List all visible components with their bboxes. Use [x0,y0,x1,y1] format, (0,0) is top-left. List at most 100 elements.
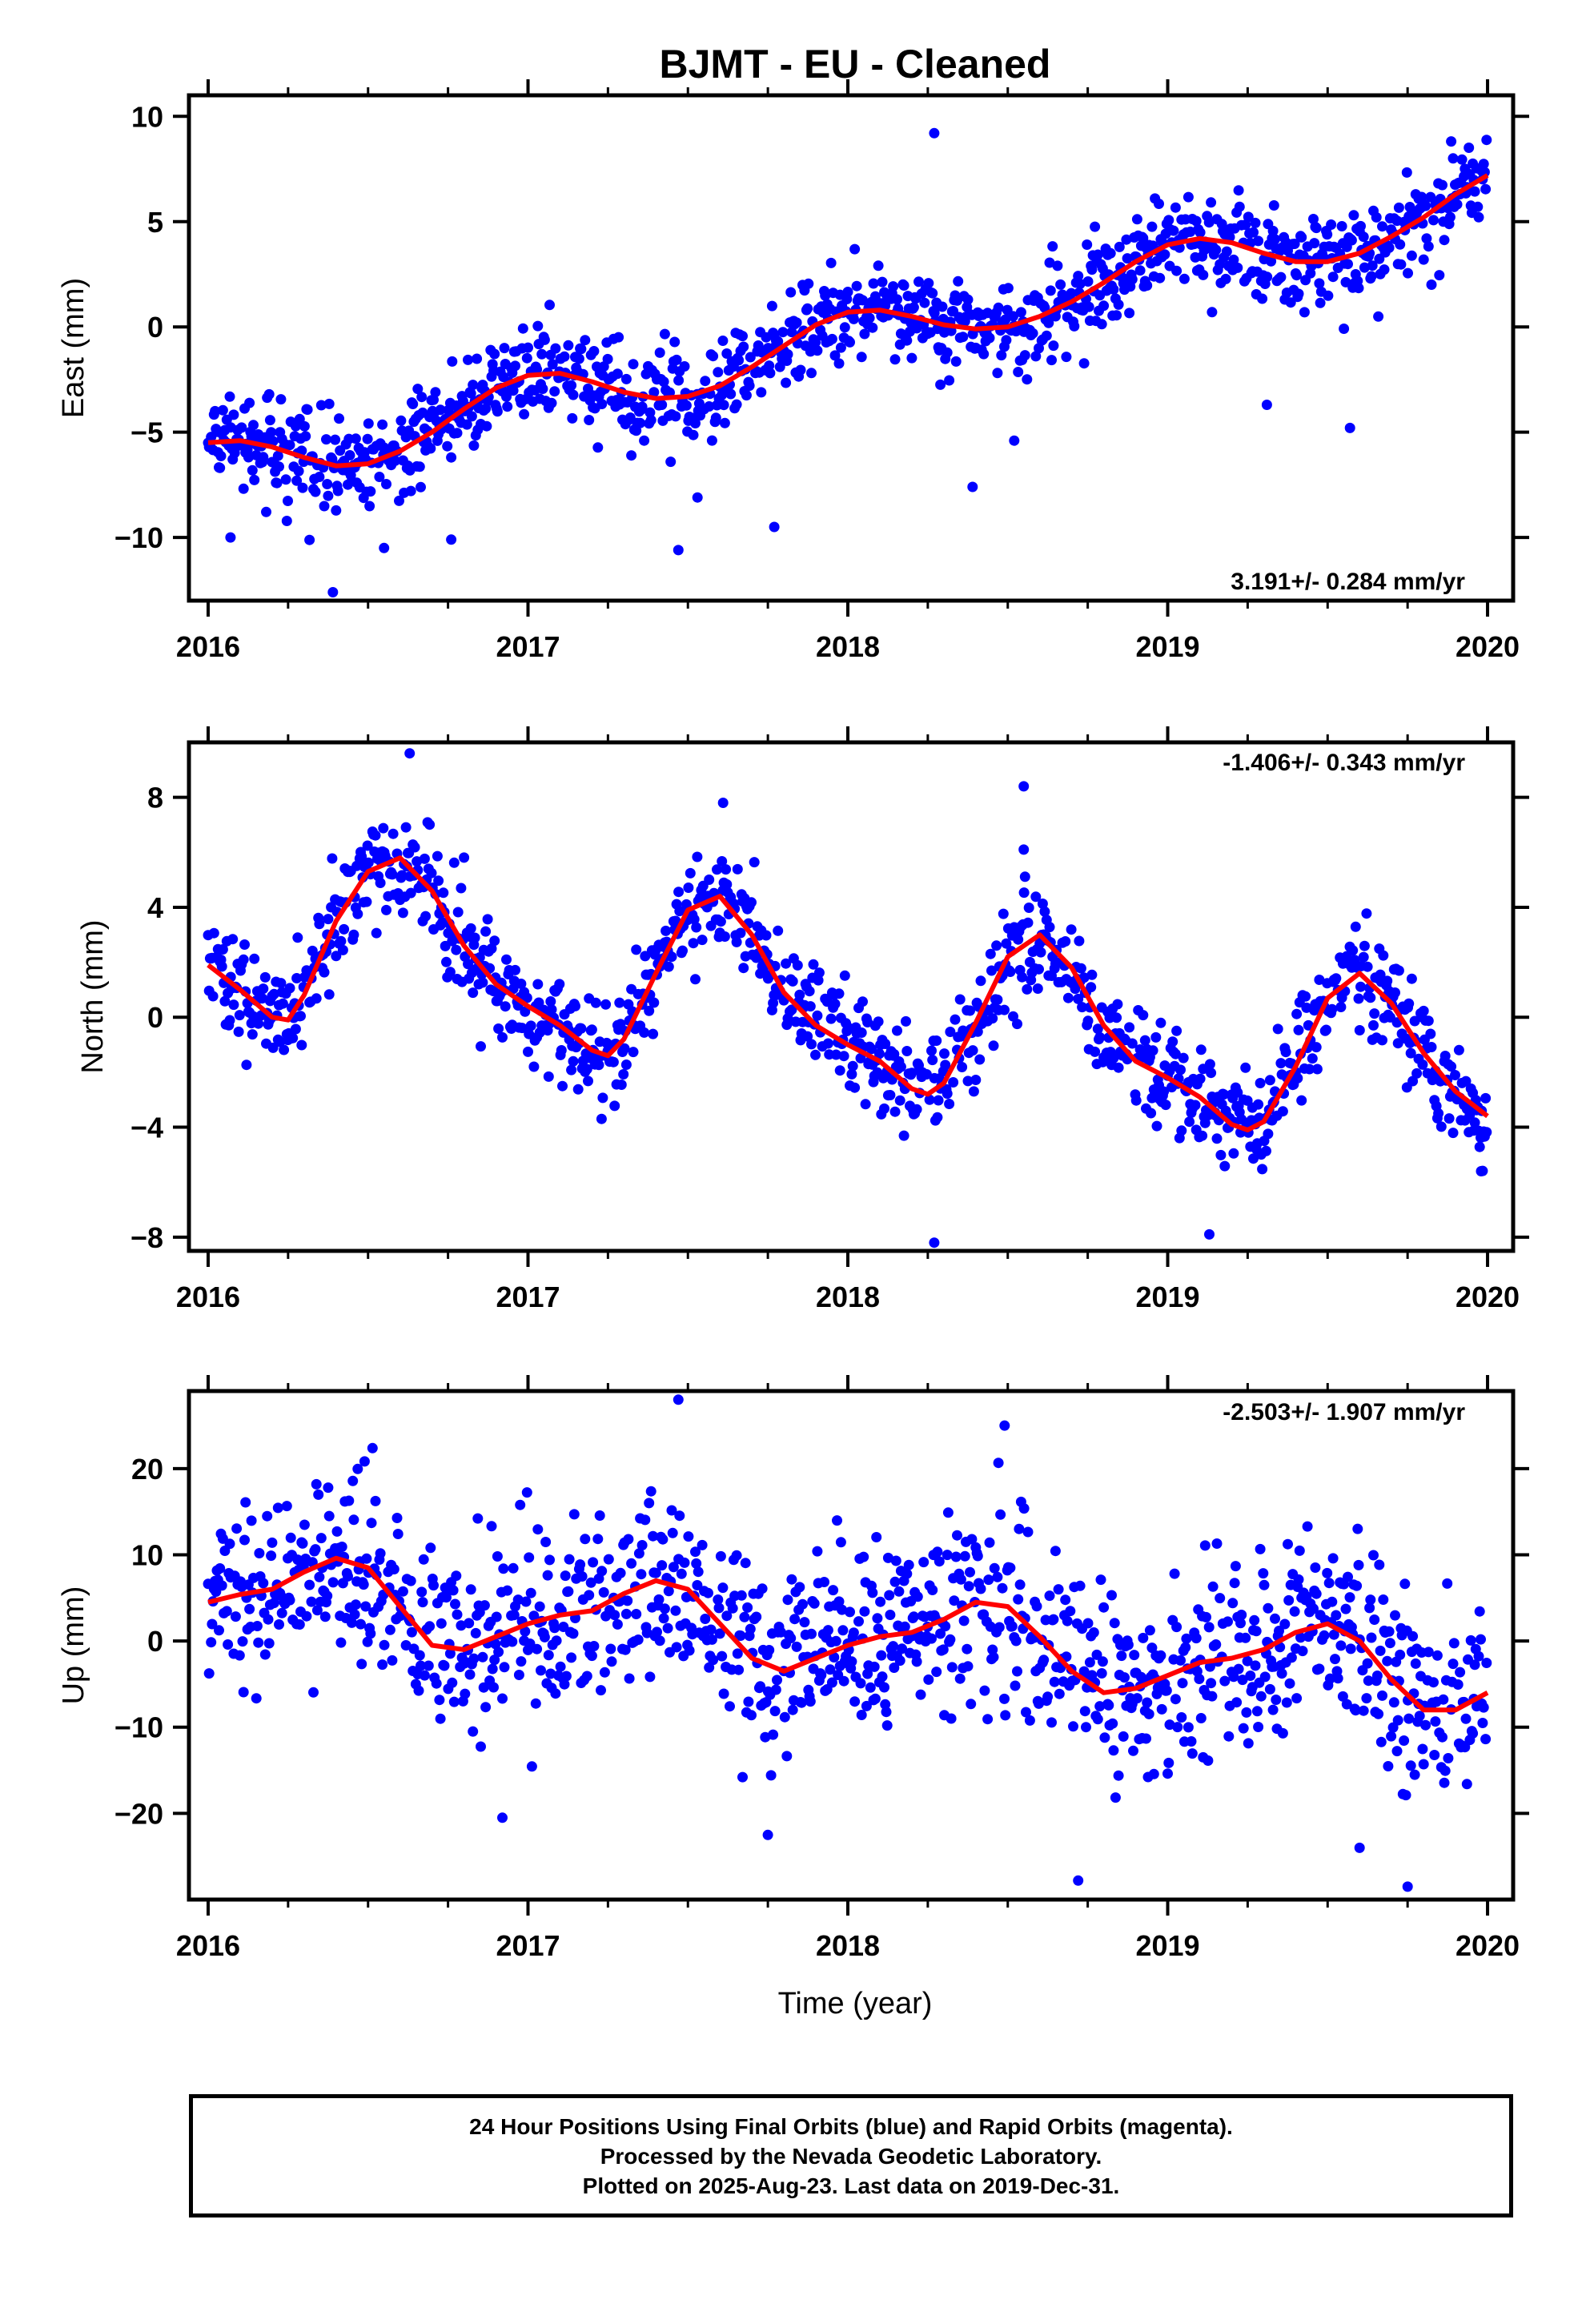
data-point [251,1621,263,1631]
data-point [1126,274,1138,285]
data-point [999,1693,1010,1704]
data-point [622,1595,633,1606]
data-point [834,1065,845,1076]
data-point [236,422,247,433]
data-point [992,1571,1003,1582]
data-point [1241,1707,1252,1718]
data-point [1194,1674,1205,1684]
data-point [718,1688,729,1699]
data-point [775,1626,786,1638]
data-point [1126,1038,1138,1049]
data-point [1358,231,1369,243]
data-point [262,1510,273,1522]
data-point [820,290,831,301]
data-point [261,506,271,517]
data-point [375,1548,386,1559]
data-point [1358,951,1369,963]
data-point [957,1062,968,1072]
data-point [1015,307,1026,318]
data-point [292,932,303,943]
velocity-label: -1.406+/- 0.343 mm/yr [1223,750,1465,776]
data-point [581,1671,592,1682]
data-point [418,1554,429,1565]
data-point [718,400,729,411]
data-point [751,1611,762,1622]
data-point [1155,1017,1166,1028]
data-point [721,348,733,359]
data-point [1030,351,1042,362]
data-point [1481,1127,1492,1138]
data-point [381,904,391,915]
data-point [1345,1643,1356,1655]
data-point [1109,1618,1120,1629]
data-point [1207,1581,1219,1592]
data-point [965,1566,975,1578]
data-point [1066,924,1077,935]
data-point [1142,280,1153,291]
data-point [1355,220,1366,231]
data-point [350,433,361,444]
data-point [1178,1052,1189,1063]
data-point [1479,167,1490,178]
data-point [1327,271,1339,283]
data-point [1215,1593,1226,1604]
data-point [1010,1680,1021,1691]
data-point [674,906,685,917]
data-point [679,361,690,372]
data-point [1177,1678,1188,1689]
data-point [217,944,228,955]
data-point [292,1554,303,1566]
data-point [228,409,239,420]
data-point [1195,1073,1206,1084]
data-point [1359,940,1370,951]
data-point [1181,1633,1192,1644]
data-point [1074,935,1085,947]
data-point [1259,1671,1271,1683]
data-point [472,1513,484,1524]
data-point [974,1054,986,1065]
data-point [1010,1635,1022,1647]
data-point [400,822,412,833]
data-point [268,1598,279,1609]
data-point [765,368,776,379]
data-point [568,389,579,400]
data-point [1065,1606,1076,1617]
data-point [792,959,803,971]
data-point [805,1696,816,1707]
data-point [554,979,565,990]
data-point [414,461,425,472]
data-point [848,1627,859,1638]
data-point [1171,265,1182,276]
data-point [1122,253,1133,264]
data-point [1154,199,1164,209]
data-point [1061,352,1072,363]
data-point [847,1060,858,1072]
data-point [757,1583,768,1594]
data-point [486,1521,497,1532]
data-point [689,914,700,925]
data-point [585,1577,596,1588]
data-point [889,1576,901,1587]
data-point [1206,1678,1217,1689]
data-point [683,1531,694,1542]
data-point [281,1501,292,1512]
data-point [761,930,772,941]
data-point [959,1550,970,1562]
data-point [362,433,373,444]
data-point [958,1615,970,1626]
data-point [846,1068,857,1080]
x-tick-label: 2020 [1456,630,1520,663]
data-point [241,1059,252,1071]
data-point [502,401,513,412]
data-point [697,935,708,946]
data-point [835,1537,846,1548]
data-point [946,1713,957,1724]
data-point [532,979,544,990]
data-point [1418,1759,1429,1770]
data-point [636,1540,648,1550]
data-point [674,1510,685,1522]
data-point [1249,1614,1260,1626]
data-point-outlier [1204,1228,1215,1240]
data-point [246,1515,257,1526]
data-point [1327,1553,1339,1564]
